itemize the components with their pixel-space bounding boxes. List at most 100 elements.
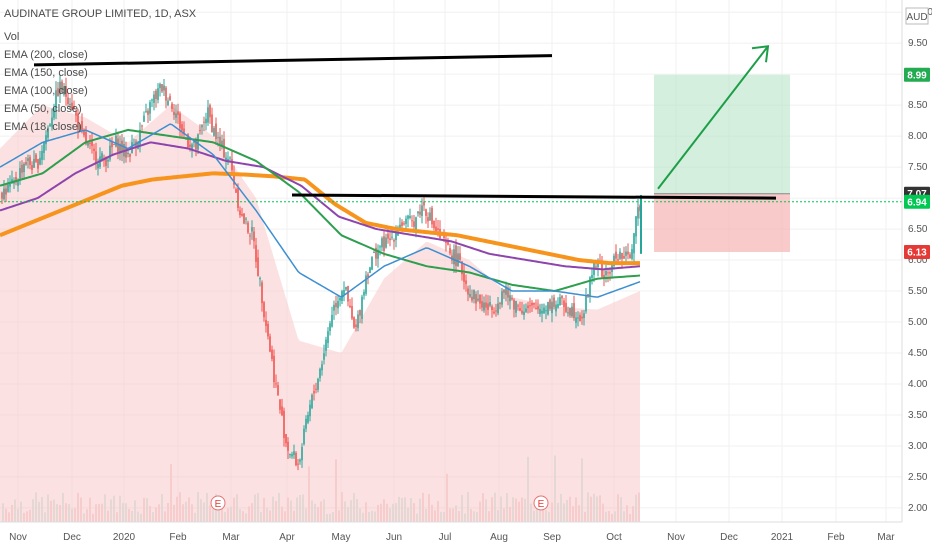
- price-tick-label: 6.00: [908, 255, 928, 266]
- candle-body: [97, 163, 99, 169]
- candle-body: [237, 188, 239, 208]
- candle-body: [81, 121, 83, 131]
- candle-body: [535, 307, 537, 310]
- candle-body: [581, 316, 583, 319]
- candle-body: [201, 124, 203, 128]
- candle-body: [613, 255, 615, 266]
- candle-body: [45, 135, 47, 145]
- candle-body: [331, 314, 333, 327]
- candle-body: [411, 220, 413, 222]
- candle-body: [269, 336, 271, 352]
- candle-body: [305, 418, 307, 429]
- candle-body: [261, 282, 263, 304]
- candle-body: [565, 302, 567, 312]
- candle-body: [425, 209, 427, 216]
- candle-body: [19, 168, 21, 179]
- candle-body: [329, 323, 331, 331]
- price-badge-label: 8.99: [907, 70, 927, 81]
- indicator-ema-200[interactable]: EMA (200, close): [4, 49, 88, 61]
- candle-body: [285, 433, 287, 444]
- candle-body: [405, 218, 407, 224]
- candle-body: [553, 297, 555, 307]
- candle-body: [53, 110, 55, 118]
- candle-body: [573, 303, 575, 319]
- candle-body: [33, 159, 35, 168]
- candle-body: [283, 410, 285, 439]
- price-badge-label: 6.13: [907, 247, 927, 258]
- candle-body: [423, 201, 425, 206]
- candle-body: [247, 222, 249, 233]
- candle-body: [543, 307, 545, 314]
- candle-body: [205, 118, 207, 124]
- candle-body: [551, 301, 553, 314]
- candle-body: [477, 298, 479, 301]
- candle-body: [337, 300, 339, 309]
- target-arrow-head: [751, 45, 770, 63]
- candle-body: [481, 301, 483, 308]
- candle-body: [559, 297, 561, 306]
- candles: [1, 75, 642, 471]
- currency-box[interactable]: [905, 7, 929, 25]
- candle-body: [523, 311, 525, 316]
- candle-body: [89, 142, 91, 144]
- candle-body: [577, 317, 579, 319]
- price-tick-label: 9.50: [908, 38, 928, 49]
- candle-body: [275, 383, 277, 385]
- candle-body: [77, 113, 79, 130]
- stop-zone: [654, 193, 790, 252]
- resistance-line: [291, 193, 777, 200]
- candle-body: [549, 299, 551, 309]
- candle-body: [315, 388, 317, 390]
- candle-body: [191, 144, 193, 151]
- candle-body: [625, 251, 627, 256]
- candle-body: [409, 215, 411, 219]
- time-tick-label: Feb: [169, 532, 187, 543]
- candle-body: [37, 159, 39, 169]
- candle-body: [519, 308, 521, 311]
- candle-body: [235, 189, 237, 193]
- candle-body: [271, 349, 273, 359]
- candle-body: [509, 295, 511, 302]
- candle-body: [617, 259, 619, 261]
- candle-body: [471, 296, 473, 301]
- candle-body: [153, 94, 155, 103]
- candle-body: [347, 286, 349, 302]
- candle-body: [309, 404, 311, 417]
- candle-body: [421, 205, 423, 216]
- candle-body: [401, 222, 403, 226]
- candle-body: [297, 463, 299, 465]
- candle-body: [9, 183, 11, 187]
- candle-body: [517, 305, 519, 307]
- candle-body: [291, 454, 293, 457]
- indicator-ema-18[interactable]: EMA (18, close): [4, 121, 82, 133]
- candle-body: [41, 150, 43, 160]
- candle-body: [85, 131, 87, 145]
- candle-body: [267, 323, 269, 337]
- candle-body: [419, 211, 421, 215]
- candle-body: [113, 144, 115, 146]
- indicator-ema-50[interactable]: EMA (50, close): [4, 103, 82, 115]
- candle-body: [249, 235, 251, 237]
- candle-body: [531, 302, 533, 306]
- candle-body: [279, 399, 281, 410]
- candle-body: [557, 303, 559, 308]
- candle-body: [533, 302, 535, 305]
- candle-body: [307, 414, 309, 423]
- candle-body: [491, 306, 493, 310]
- candle-body: [311, 394, 313, 408]
- candle-body: [433, 220, 435, 229]
- price-badge: [904, 244, 930, 259]
- candle-body: [453, 249, 455, 265]
- candle-body: [589, 277, 591, 296]
- candle-body: [95, 151, 97, 164]
- time-tick-label: Oct: [606, 532, 622, 543]
- indicator-vol[interactable]: Vol: [4, 31, 19, 43]
- candle-body: [49, 124, 51, 127]
- indicator-ema-150[interactable]: EMA (150, close): [4, 67, 88, 79]
- candle-body: [91, 140, 93, 147]
- candle-body: [623, 255, 625, 259]
- indicator-ema-100[interactable]: EMA (100, close): [4, 85, 88, 97]
- candle-body: [213, 128, 215, 136]
- candle-body: [499, 303, 501, 305]
